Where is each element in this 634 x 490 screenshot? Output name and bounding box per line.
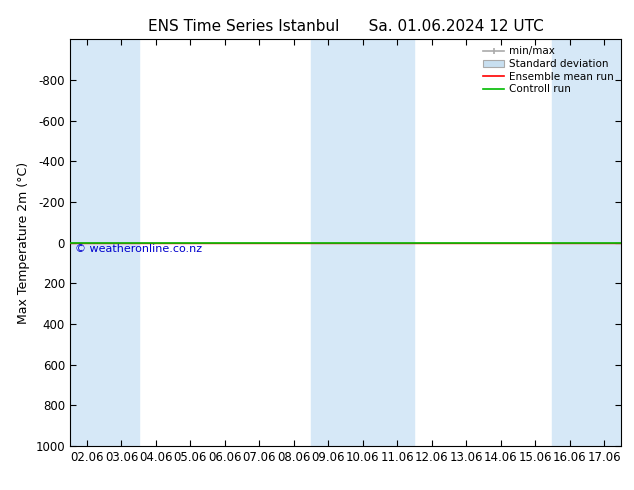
Bar	[70, 39, 139, 446]
Legend: min/max, Standard deviation, Ensemble mean run, Controll run: min/max, Standard deviation, Ensemble me…	[481, 45, 616, 97]
Bar	[552, 39, 621, 446]
Bar	[311, 39, 415, 446]
Text: © weatheronline.co.nz: © weatheronline.co.nz	[75, 244, 202, 254]
Title: ENS Time Series Istanbul      Sa. 01.06.2024 12 UTC: ENS Time Series Istanbul Sa. 01.06.2024 …	[148, 19, 543, 34]
Y-axis label: Max Temperature 2m (°C): Max Temperature 2m (°C)	[16, 162, 30, 323]
